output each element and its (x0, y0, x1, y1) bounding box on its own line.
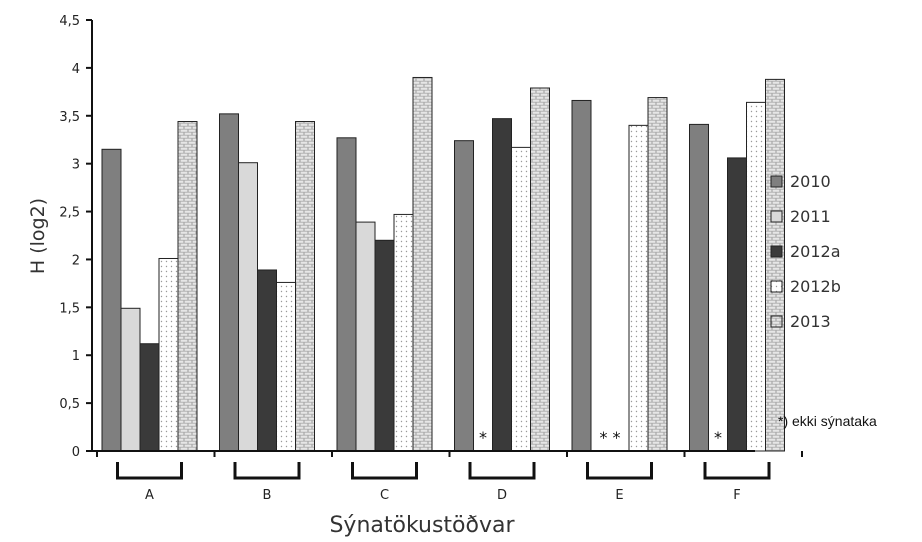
y-tick-label: 3 (72, 158, 80, 173)
bar-D-2010 (454, 140, 474, 452)
x-tick-label: D (497, 488, 507, 503)
x-axis-title: Sýnatökustöðvar (329, 513, 515, 538)
bar-E-2012b (628, 124, 649, 452)
y-tick-label: 0,5 (59, 397, 80, 412)
missing-markers-layer: * * * * (479, 428, 722, 447)
bar-C-2012b (393, 213, 414, 452)
bar-D-2012a (492, 118, 512, 452)
bars-layer (101, 76, 785, 452)
bar-D-2013 (530, 87, 550, 452)
y-tick-label: 4,5 (59, 14, 80, 29)
missing-marker-E: * * (599, 428, 620, 447)
legend-label-2012a: 2012a (790, 242, 841, 261)
bar-D-2012b (511, 146, 531, 452)
missing-marker-D: * (479, 428, 487, 447)
bar-B-2012b (276, 281, 296, 452)
bar-A-2013 (177, 121, 198, 452)
y-axis-ticks: 0 0,5 1 1,5 2 2,5 3 3,5 4 4,5 (59, 14, 92, 460)
legend-swatch-2013 (770, 315, 783, 328)
bar-F-2013 (765, 78, 785, 452)
bar-A-2012b (158, 257, 179, 452)
y-tick-label: 3,5 (59, 110, 80, 125)
y-tick-label: 1,5 (59, 301, 80, 316)
category-bracket-B (233, 462, 301, 480)
bar-C-2013 (412, 76, 433, 452)
bar-C-2011 (355, 221, 376, 452)
y-tick-label: 2 (72, 253, 80, 268)
y-tick-label: 4 (72, 62, 80, 77)
legend-swatch-2011 (770, 210, 783, 223)
bar-A-2012a (139, 343, 160, 452)
x-tick-label: C (380, 488, 389, 503)
bar-B-2013 (295, 121, 315, 452)
legend-swatch-2012b (770, 280, 783, 293)
category-bracket-C (351, 462, 418, 480)
x-tick-label: F (733, 488, 740, 503)
legend-label-2013: 2013 (790, 312, 831, 331)
bar-A-2011 (120, 307, 141, 452)
y-tick-label: 0 (72, 445, 80, 460)
bar-A-2010 (101, 148, 122, 452)
bar-B-2011 (238, 162, 258, 452)
category-bracket-F (703, 462, 771, 480)
x-axis-ticks (96, 451, 803, 457)
bar-E-2013 (647, 97, 668, 452)
legend-label-2010: 2010 (790, 172, 831, 191)
x-tick-label: A (145, 488, 154, 503)
missing-marker-F: * (714, 428, 722, 447)
legend-swatch-2012a (770, 245, 783, 258)
legend-label-2011: 2011 (790, 207, 831, 226)
legend-swatch-2010 (770, 175, 783, 188)
category-bracket-E (586, 462, 653, 480)
note-no-sample: *) ekki sýnataka (778, 413, 877, 429)
axes (91, 20, 755, 452)
y-axis-title: H (log2) (27, 198, 49, 274)
legend-label-2012b: 2012b (790, 277, 841, 296)
legend: 2010 2011 2012a 2012b 2013 (770, 172, 841, 331)
bar-F-2012a (727, 157, 747, 452)
category-bracket-D (468, 462, 536, 480)
category-brackets: A B C D E F (116, 462, 771, 503)
bar-F-2012b (746, 101, 766, 452)
x-tick-label: E (615, 488, 623, 503)
x-tick-label: B (263, 488, 272, 503)
category-bracket-A (116, 462, 183, 480)
bar-B-2010 (219, 113, 239, 452)
bar-C-2010 (336, 137, 357, 452)
y-tick-label: 1 (72, 349, 80, 364)
bar-E-2010 (571, 99, 592, 452)
bar-B-2012a (257, 269, 277, 452)
y-tick-label: 2,5 (59, 206, 80, 221)
bar-F-2010 (689, 123, 709, 452)
bar-C-2012a (374, 239, 395, 452)
